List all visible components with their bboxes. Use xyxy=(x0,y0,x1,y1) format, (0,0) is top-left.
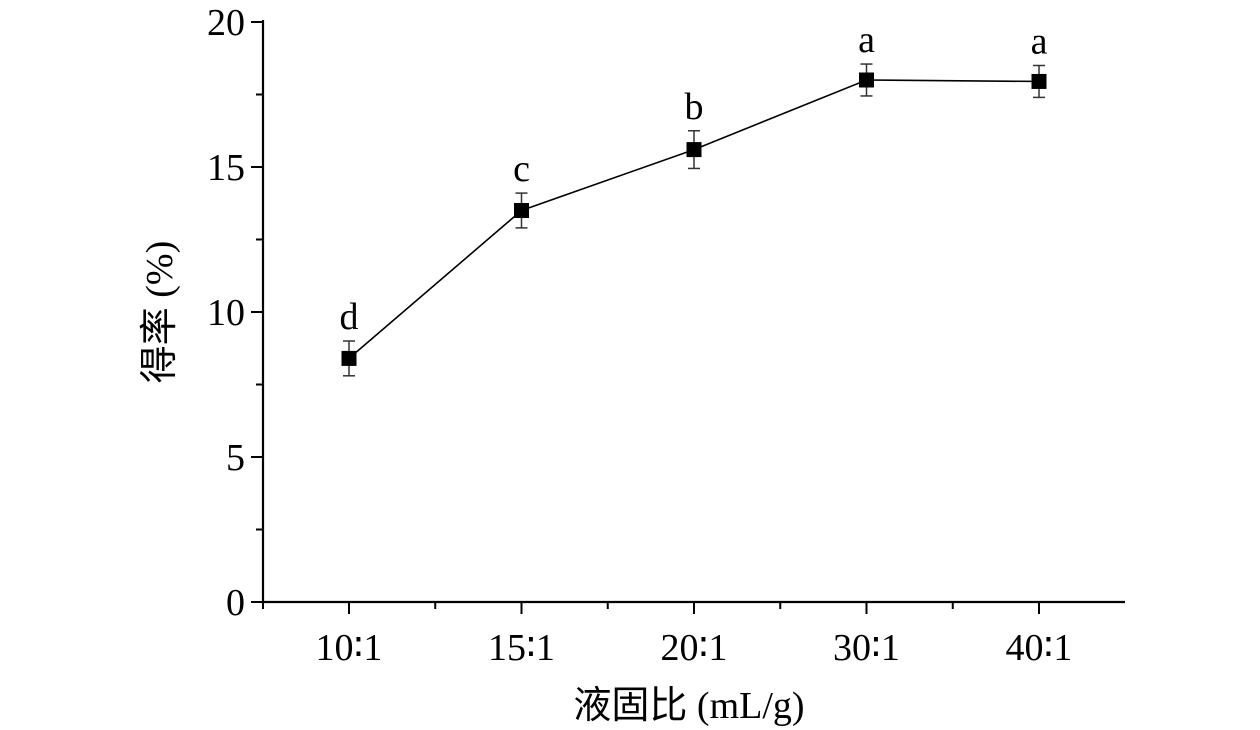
data-point xyxy=(514,203,529,218)
x-ticks: 10∶1 15∶1 20∶1 30∶1 40∶1 xyxy=(262,602,1073,669)
series: d c b a a xyxy=(340,19,1048,377)
x-tick-label: 30∶1 xyxy=(833,627,900,669)
x-tick-label: 20∶1 xyxy=(661,627,728,669)
data-point xyxy=(341,350,357,366)
significance-label: a xyxy=(858,19,875,61)
x-axis-title: 液固比 (mL/g) xyxy=(573,685,804,727)
data-point xyxy=(686,142,702,158)
significance-label: a xyxy=(1031,21,1048,63)
x-tick-label: 15∶1 xyxy=(488,627,555,669)
y-tick-label: 0 xyxy=(226,582,245,624)
y-tick-label: 20 xyxy=(207,2,245,44)
x-tick-label: 10∶1 xyxy=(316,627,383,669)
y-axis-title: 得率 (%) xyxy=(139,241,181,383)
y-tick-label: 15 xyxy=(207,147,245,189)
data-point xyxy=(1031,73,1047,89)
y-tick-label: 5 xyxy=(226,437,245,479)
significance-label: c xyxy=(513,148,530,190)
y-ticks: 0 5 10 15 20 xyxy=(207,2,263,624)
data-point xyxy=(859,72,874,88)
x-tick-label: 40∶1 xyxy=(1006,627,1073,669)
significance-label: d xyxy=(340,296,359,338)
y-tick-label: 10 xyxy=(207,292,245,334)
significance-label: b xyxy=(685,86,704,128)
